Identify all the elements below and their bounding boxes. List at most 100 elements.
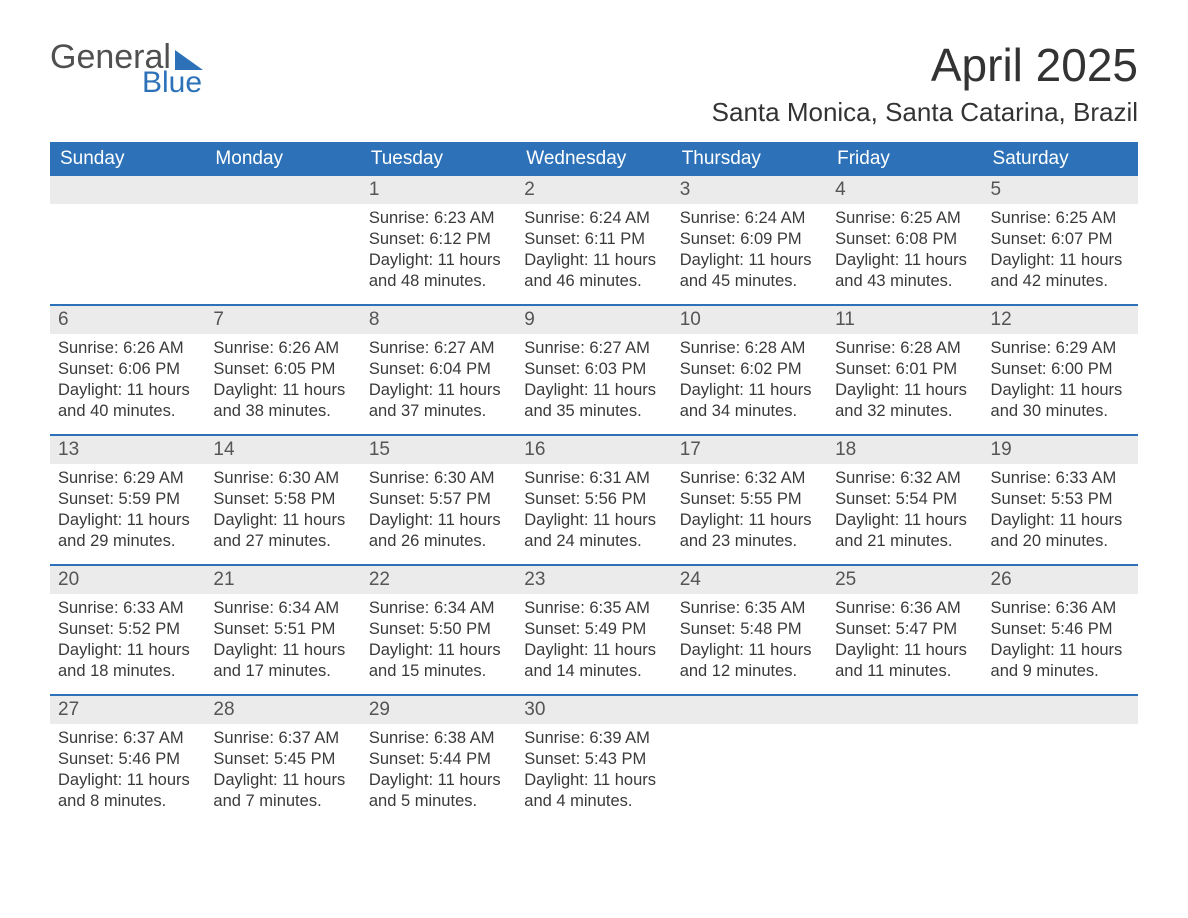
daylight-text: Daylight: 11 hours and 29 minutes. (58, 510, 197, 552)
day-cell: 11Sunrise: 6:28 AMSunset: 6:01 PMDayligh… (827, 306, 982, 434)
day-cell: 23Sunrise: 6:35 AMSunset: 5:49 PMDayligh… (516, 566, 671, 694)
day-number: 30 (516, 696, 671, 724)
day-number: 5 (983, 176, 1138, 204)
day-content: Sunrise: 6:32 AMSunset: 5:54 PMDaylight:… (827, 464, 982, 558)
sunrise-text: Sunrise: 6:37 AM (58, 728, 197, 749)
day-cell: 4Sunrise: 6:25 AMSunset: 6:08 PMDaylight… (827, 176, 982, 304)
daylight-text: Daylight: 11 hours and 32 minutes. (835, 380, 974, 422)
daylight-text: Daylight: 11 hours and 37 minutes. (369, 380, 508, 422)
sunset-text: Sunset: 6:02 PM (680, 359, 819, 380)
day-cell: 29Sunrise: 6:38 AMSunset: 5:44 PMDayligh… (361, 696, 516, 824)
day-number: 25 (827, 566, 982, 594)
day-number: 26 (983, 566, 1138, 594)
daylight-text: Daylight: 11 hours and 14 minutes. (524, 640, 663, 682)
day-cell: 21Sunrise: 6:34 AMSunset: 5:51 PMDayligh… (205, 566, 360, 694)
weekday-header: Wednesday (516, 142, 671, 176)
day-content: Sunrise: 6:26 AMSunset: 6:06 PMDaylight:… (50, 334, 205, 428)
daylight-text: Daylight: 11 hours and 11 minutes. (835, 640, 974, 682)
sunset-text: Sunset: 5:44 PM (369, 749, 508, 770)
day-cell: 2Sunrise: 6:24 AMSunset: 6:11 PMDaylight… (516, 176, 671, 304)
day-number: 12 (983, 306, 1138, 334)
sunrise-text: Sunrise: 6:33 AM (991, 468, 1130, 489)
daylight-text: Daylight: 11 hours and 26 minutes. (369, 510, 508, 552)
day-cell: 1Sunrise: 6:23 AMSunset: 6:12 PMDaylight… (361, 176, 516, 304)
day-number: 24 (672, 566, 827, 594)
sunset-text: Sunset: 5:59 PM (58, 489, 197, 510)
day-cell: 28Sunrise: 6:37 AMSunset: 5:45 PMDayligh… (205, 696, 360, 824)
day-number: 22 (361, 566, 516, 594)
day-content (827, 724, 982, 734)
day-cell: 6Sunrise: 6:26 AMSunset: 6:06 PMDaylight… (50, 306, 205, 434)
sunrise-text: Sunrise: 6:27 AM (369, 338, 508, 359)
day-content: Sunrise: 6:34 AMSunset: 5:50 PMDaylight:… (361, 594, 516, 688)
daylight-text: Daylight: 11 hours and 17 minutes. (213, 640, 352, 682)
daylight-text: Daylight: 11 hours and 34 minutes. (680, 380, 819, 422)
day-cell (827, 696, 982, 824)
day-cell: 3Sunrise: 6:24 AMSunset: 6:09 PMDaylight… (672, 176, 827, 304)
daylight-text: Daylight: 11 hours and 23 minutes. (680, 510, 819, 552)
sunset-text: Sunset: 5:57 PM (369, 489, 508, 510)
daylight-text: Daylight: 11 hours and 4 minutes. (524, 770, 663, 812)
sunset-text: Sunset: 5:46 PM (991, 619, 1130, 640)
day-content: Sunrise: 6:28 AMSunset: 6:01 PMDaylight:… (827, 334, 982, 428)
day-cell: 19Sunrise: 6:33 AMSunset: 5:53 PMDayligh… (983, 436, 1138, 564)
day-number: 15 (361, 436, 516, 464)
day-content: Sunrise: 6:30 AMSunset: 5:58 PMDaylight:… (205, 464, 360, 558)
sunrise-text: Sunrise: 6:28 AM (835, 338, 974, 359)
sunset-text: Sunset: 6:03 PM (524, 359, 663, 380)
sunset-text: Sunset: 6:07 PM (991, 229, 1130, 250)
day-number: 8 (361, 306, 516, 334)
sunrise-text: Sunrise: 6:24 AM (680, 208, 819, 229)
day-number: 27 (50, 696, 205, 724)
day-content: Sunrise: 6:35 AMSunset: 5:49 PMDaylight:… (516, 594, 671, 688)
sunset-text: Sunset: 5:54 PM (835, 489, 974, 510)
day-content (50, 204, 205, 214)
day-cell (983, 696, 1138, 824)
day-content: Sunrise: 6:28 AMSunset: 6:02 PMDaylight:… (672, 334, 827, 428)
sunrise-text: Sunrise: 6:35 AM (524, 598, 663, 619)
day-cell (672, 696, 827, 824)
sunrise-text: Sunrise: 6:31 AM (524, 468, 663, 489)
day-number: 3 (672, 176, 827, 204)
sunrise-text: Sunrise: 6:26 AM (213, 338, 352, 359)
weeks-container: 1Sunrise: 6:23 AMSunset: 6:12 PMDaylight… (50, 176, 1138, 824)
sunrise-text: Sunrise: 6:32 AM (835, 468, 974, 489)
day-cell: 17Sunrise: 6:32 AMSunset: 5:55 PMDayligh… (672, 436, 827, 564)
sunrise-text: Sunrise: 6:34 AM (369, 598, 508, 619)
day-content: Sunrise: 6:33 AMSunset: 5:52 PMDaylight:… (50, 594, 205, 688)
day-number: 13 (50, 436, 205, 464)
daylight-text: Daylight: 11 hours and 40 minutes. (58, 380, 197, 422)
sunrise-text: Sunrise: 6:30 AM (369, 468, 508, 489)
day-number: 23 (516, 566, 671, 594)
page-title: April 2025 (712, 40, 1138, 91)
week-row: 20Sunrise: 6:33 AMSunset: 5:52 PMDayligh… (50, 564, 1138, 694)
day-number: 6 (50, 306, 205, 334)
sunrise-text: Sunrise: 6:25 AM (991, 208, 1130, 229)
daylight-text: Daylight: 11 hours and 45 minutes. (680, 250, 819, 292)
day-content: Sunrise: 6:25 AMSunset: 6:07 PMDaylight:… (983, 204, 1138, 298)
day-cell: 5Sunrise: 6:25 AMSunset: 6:07 PMDaylight… (983, 176, 1138, 304)
day-cell: 18Sunrise: 6:32 AMSunset: 5:54 PMDayligh… (827, 436, 982, 564)
daylight-text: Daylight: 11 hours and 46 minutes. (524, 250, 663, 292)
day-content: Sunrise: 6:25 AMSunset: 6:08 PMDaylight:… (827, 204, 982, 298)
sunrise-text: Sunrise: 6:29 AM (991, 338, 1130, 359)
daylight-text: Daylight: 11 hours and 43 minutes. (835, 250, 974, 292)
day-number: 2 (516, 176, 671, 204)
sunset-text: Sunset: 5:50 PM (369, 619, 508, 640)
daylight-text: Daylight: 11 hours and 12 minutes. (680, 640, 819, 682)
location-subtitle: Santa Monica, Santa Catarina, Brazil (712, 97, 1138, 128)
calendar: Sunday Monday Tuesday Wednesday Thursday… (50, 142, 1138, 824)
sunset-text: Sunset: 6:06 PM (58, 359, 197, 380)
day-content: Sunrise: 6:34 AMSunset: 5:51 PMDaylight:… (205, 594, 360, 688)
header: General Blue April 2025 Santa Monica, Sa… (50, 40, 1138, 128)
day-content: Sunrise: 6:36 AMSunset: 5:46 PMDaylight:… (983, 594, 1138, 688)
day-number: 28 (205, 696, 360, 724)
day-content: Sunrise: 6:23 AMSunset: 6:12 PMDaylight:… (361, 204, 516, 298)
day-cell: 26Sunrise: 6:36 AMSunset: 5:46 PMDayligh… (983, 566, 1138, 694)
day-cell: 9Sunrise: 6:27 AMSunset: 6:03 PMDaylight… (516, 306, 671, 434)
week-row: 6Sunrise: 6:26 AMSunset: 6:06 PMDaylight… (50, 304, 1138, 434)
logo-word2: Blue (142, 68, 202, 98)
sunrise-text: Sunrise: 6:39 AM (524, 728, 663, 749)
weekday-header: Sunday (50, 142, 205, 176)
sunrise-text: Sunrise: 6:27 AM (524, 338, 663, 359)
